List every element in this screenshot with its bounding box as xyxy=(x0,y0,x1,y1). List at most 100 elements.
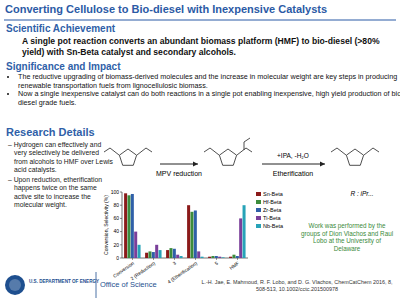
bar xyxy=(145,253,148,258)
scheme-label: Etherification xyxy=(273,170,314,177)
y-tick xyxy=(120,258,122,259)
molecule-chain xyxy=(244,138,250,150)
legend-label: Nb-Beta xyxy=(263,223,284,229)
bar xyxy=(176,255,179,258)
bar xyxy=(215,256,218,258)
arrow-head xyxy=(193,162,198,167)
bar xyxy=(208,257,211,258)
section-heading: Significance and Impact xyxy=(6,61,120,72)
y-tick xyxy=(120,231,122,232)
molecule-chain xyxy=(204,148,219,155)
bar xyxy=(211,256,214,258)
x-tick-label: 5 xyxy=(214,261,219,267)
bar xyxy=(173,249,176,258)
footer-divider xyxy=(96,272,97,298)
bar xyxy=(180,256,183,258)
bars xyxy=(124,193,245,258)
y-tick xyxy=(120,205,122,206)
x-tick-label: HMF xyxy=(229,261,240,271)
y-tick-label: 100 xyxy=(111,189,120,195)
x-tick xyxy=(216,258,217,260)
x-tick-label: 2 (Reduction) xyxy=(130,260,157,281)
bar xyxy=(159,250,162,258)
x-tick xyxy=(195,258,196,260)
x-tick xyxy=(132,258,133,260)
legend-swatch xyxy=(256,208,261,212)
header-rule xyxy=(4,19,396,20)
bar xyxy=(190,212,193,258)
bar xyxy=(232,255,235,258)
legend-label: Ti-Beta xyxy=(263,215,281,221)
slide-title: Converting Cellulose to Bio-diesel with … xyxy=(5,3,327,15)
y-tick-label: 40 xyxy=(113,228,119,234)
bar xyxy=(169,248,172,258)
bar xyxy=(166,250,169,258)
y-axis-label: Conversion, Selectivity (%) xyxy=(103,195,109,255)
legend-swatch xyxy=(256,192,261,196)
molecule-chain xyxy=(104,148,119,155)
footer-office: Office of Science xyxy=(100,280,157,289)
credit-text: Work was performed by the groups of Dion… xyxy=(300,222,394,252)
achievement-text: A single pot reaction converts an abunda… xyxy=(22,36,394,57)
bar xyxy=(239,218,242,258)
molecule-chain xyxy=(137,148,152,155)
bar xyxy=(131,194,134,258)
y-tick xyxy=(120,192,122,193)
legend-swatch xyxy=(256,224,261,228)
significance-list-item: Now a single inexpensive catalyst can do… xyxy=(18,90,400,107)
legend-label: Sn-Beta xyxy=(263,191,284,197)
reaction-arrow xyxy=(262,164,325,165)
significance-list-item: The reductive upgrading of biomass-deriv… xyxy=(18,73,400,90)
doe-seal-inner xyxy=(9,279,21,291)
reaction-arrow xyxy=(160,164,198,165)
bar xyxy=(194,210,197,258)
significance-list: The reductive upgrading of biomass-deriv… xyxy=(6,73,400,107)
bar xyxy=(222,257,225,258)
y-tick xyxy=(120,218,122,219)
y-tick-label: 0 xyxy=(116,255,119,261)
section-heading: Research Details xyxy=(6,126,95,138)
legend-label: Hf-Beta xyxy=(263,199,283,205)
bar xyxy=(127,195,130,258)
legend-label: Zr-Beta xyxy=(263,207,282,213)
x-tick-label: 4 (Etherification) xyxy=(167,260,199,284)
molecule-ring xyxy=(346,149,363,165)
legend-swatch xyxy=(256,200,261,204)
footer-agency: U.S. DEPARTMENT OF ENERGY xyxy=(29,279,99,284)
molecule-chain xyxy=(331,148,346,155)
bar xyxy=(236,256,239,258)
x-tick-label: 3 xyxy=(172,261,177,267)
scheme-label: MPV reduction xyxy=(156,170,202,177)
bar xyxy=(148,251,151,258)
legend-swatch xyxy=(256,216,261,220)
molecule-chain xyxy=(237,148,252,155)
citation-text: L.-H. Jae, E. Mahmoud, R. F. Lobo, and D… xyxy=(198,279,396,292)
section-heading: Scientific Achievement xyxy=(6,23,115,34)
bar xyxy=(155,245,158,258)
bar xyxy=(138,245,141,258)
y-tick-label: 80 xyxy=(113,202,119,208)
x-tick xyxy=(237,258,238,260)
details-list-item: – Upon reduction, etherification happens… xyxy=(14,176,114,209)
bar xyxy=(243,205,246,258)
bar xyxy=(134,232,137,258)
x-axis xyxy=(122,258,248,259)
y-tick-label: 20 xyxy=(113,242,119,248)
y-axis xyxy=(122,192,123,258)
x-tick xyxy=(174,258,175,260)
scheme-label: +IPA, -H₂O xyxy=(277,152,309,159)
arrow-head xyxy=(320,162,325,167)
details-list: – Hydrogen can effectively and very sele… xyxy=(4,141,114,211)
bar xyxy=(229,257,232,258)
y-tick-label: 60 xyxy=(113,215,119,221)
x-tick xyxy=(153,258,154,260)
y-tick xyxy=(120,244,122,245)
bar xyxy=(124,193,127,258)
bar xyxy=(201,257,204,258)
bar xyxy=(152,252,155,258)
bar xyxy=(187,205,190,258)
scheme-label: R : iPr... xyxy=(350,190,373,197)
bar xyxy=(197,251,200,258)
molecule-ring xyxy=(119,149,136,165)
bar xyxy=(218,257,221,258)
